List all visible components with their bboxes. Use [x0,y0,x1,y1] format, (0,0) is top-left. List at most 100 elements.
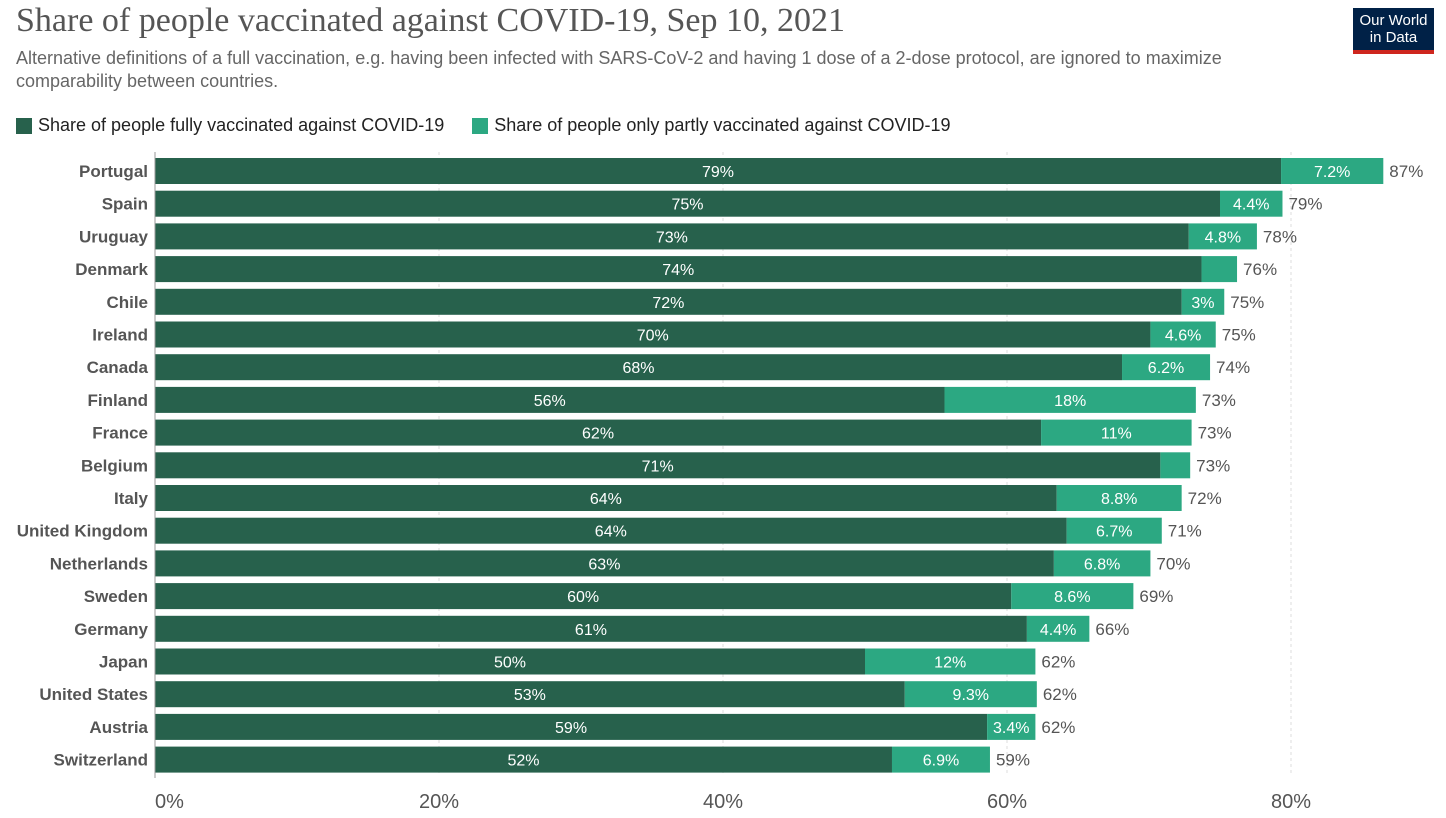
country-label: Ireland [92,326,148,345]
bar-label-fully: 70% [637,328,669,345]
bar-fully-vaccinated [155,485,1057,511]
bar-label-partly: 8.8% [1101,491,1137,508]
total-label: 62% [1043,685,1077,704]
country-label: Uruguay [79,227,149,246]
bar-partly-vaccinated [987,713,1036,740]
logo-line-2: in Data [1369,29,1418,46]
total-label: 73% [1198,424,1232,443]
bar-fully-vaccinated [155,713,988,740]
country-label: Italy [114,489,149,508]
bar-label-fully: 75% [671,197,703,214]
total-label: 72% [1188,489,1222,508]
total-label: 73% [1202,391,1236,410]
x-tick-label: 40% [703,791,743,813]
bar-partly-vaccinated [1122,354,1211,381]
legend-item-full[interactable]: Share of people fully vaccinated against… [16,115,444,136]
bar-label-fully: 62% [582,426,614,443]
bar-label-partly: 8.6% [1054,589,1090,606]
bar-partly-vaccinated [1281,158,1384,184]
bar-label-partly: 6.9% [923,753,959,770]
country-label: Austria [89,718,148,737]
bar-partly-vaccinated [1201,256,1238,283]
bar-label-partly: 4.8% [1205,229,1241,246]
bar-label-fully: 74% [662,262,694,279]
bar-partly-vaccinated [1181,288,1225,315]
bar-label-fully: 72% [652,295,684,312]
x-tick-label: 60% [987,791,1027,813]
x-tick-label: 0% [155,791,184,813]
bar-label-fully: 79% [702,164,734,181]
legend-item-partial[interactable]: Share of people only partly vaccinated a… [472,115,951,136]
country-label: France [92,424,148,443]
bar-fully-vaccinated [155,158,1282,184]
bar-partly-vaccinated [1188,223,1257,250]
country-label: Finland [88,391,148,410]
bar-fully-vaccinated [155,746,892,773]
bar-label-partly: 6.2% [1148,360,1184,377]
country-label: United Kingdom [17,522,148,541]
bar-label-fully: 68% [622,360,654,377]
bar-partly-vaccinated [944,386,1196,413]
bar-fully-vaccinated [155,681,905,708]
bar-fully-vaccinated [155,354,1123,381]
country-label: Switzerland [54,751,148,770]
country-label: Sweden [84,587,148,606]
bar-partly-vaccinated [1066,517,1162,544]
total-label: 74% [1216,358,1250,377]
total-label: 75% [1230,293,1264,312]
bar-partly-vaccinated [1041,419,1192,446]
bar-partly-vaccinated [1220,190,1283,217]
bar-label-partly: 6.8% [1084,556,1120,573]
bar-label-partly: 3% [1191,295,1214,312]
bar-partly-vaccinated [865,648,1036,675]
bar-label-fully: 63% [588,556,620,573]
country-label: Netherlands [50,554,148,573]
bar-label-partly: 18% [1054,393,1086,410]
total-label: 71% [1168,522,1202,541]
bar-label-fully: 56% [534,393,566,410]
legend-swatch-full [16,117,32,134]
total-label: 73% [1196,456,1230,475]
legend-swatch-partial [472,117,489,134]
legend-label-partial: Share of people only partly vaccinated a… [494,115,951,135]
country-label: Germany [74,620,148,639]
bar-fully-vaccinated [155,452,1161,479]
bar-label-fully: 64% [595,524,627,541]
x-tick-label: 80% [1271,791,1311,813]
total-label: 62% [1041,653,1075,672]
bar-label-fully: 64% [590,491,622,508]
country-label: Japan [99,653,148,672]
country-label: Spain [102,195,148,214]
bar-fully-vaccinated [155,288,1182,315]
country-label: Denmark [75,260,148,279]
country-label: Portugal [79,162,148,181]
bar-label-fully: 71% [642,458,674,475]
bar-label-partly: 12% [934,655,966,672]
bar-partly-vaccinated [904,681,1037,708]
bar-label-fully: 52% [507,753,539,770]
bar-partly-vaccinated [1053,550,1151,577]
bar-fully-vaccinated [155,321,1151,348]
bar-label-fully: 73% [656,229,688,246]
bar-label-partly: 4.4% [1233,197,1269,214]
owid-logo[interactable]: Our World in Data [1353,8,1434,54]
bar-label-partly: 9.3% [953,687,989,704]
x-tick-label: 20% [419,791,459,813]
bar-label-partly: 4.6% [1165,328,1201,345]
total-label: 66% [1095,620,1129,639]
chart-legend: Share of people fully vaccinated against… [16,115,979,136]
bar-partly-vaccinated [1160,452,1191,479]
bar-fully-vaccinated [155,615,1027,642]
total-label: 78% [1263,227,1297,246]
total-label: 75% [1222,326,1256,345]
total-label: 79% [1288,195,1322,214]
country-label: Belgium [81,456,148,475]
total-label: 62% [1041,718,1075,737]
legend-label-full: Share of people fully vaccinated against… [38,115,445,135]
bar-label-partly: 6.7% [1096,524,1132,541]
chart-title: Share of people vaccinated against COVID… [16,2,845,39]
bar-fully-vaccinated [155,386,945,413]
bar-label-fully: 60% [567,589,599,606]
bar-label-fully: 61% [575,622,607,639]
bar-fully-vaccinated [155,648,865,675]
